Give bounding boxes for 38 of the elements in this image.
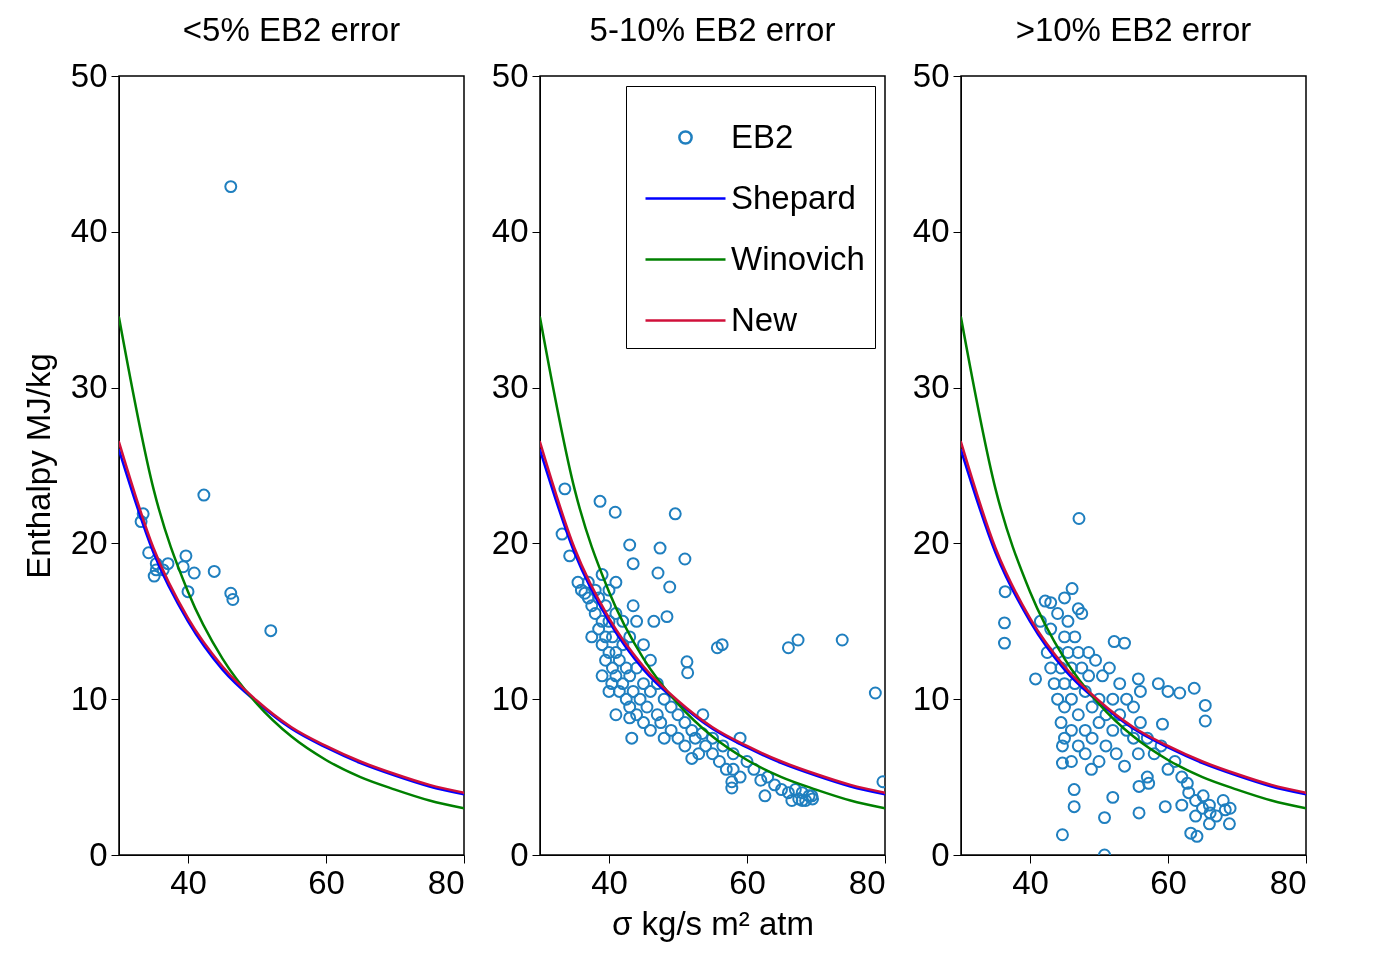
y-tick-label: 10 (491, 679, 529, 717)
x-tick-label: 80 (848, 863, 886, 901)
chart-title: >10% EB2 error (1015, 11, 1252, 48)
y-tick-label: 0 (89, 835, 108, 873)
line-series (961, 316, 1306, 810)
y-tick-label: 10 (912, 679, 950, 717)
x-tick-label: 60 (729, 863, 766, 901)
y-tick-label: 20 (912, 523, 950, 561)
y-tick-label: 50 (491, 56, 529, 94)
y-axis-title: Enthalpy MJ/kg (19, 353, 57, 579)
y-tick-label: 0 (510, 835, 529, 873)
legend-label: Winovich (731, 239, 865, 277)
x-tick-label: 80 (427, 863, 465, 901)
y-tick-label: 40 (70, 212, 108, 250)
chart-title: 5-10% EB2 error (589, 11, 836, 48)
x-tick-label: 60 (308, 863, 345, 901)
legend-label: New (731, 300, 798, 338)
x-tick-label: 80 (1269, 863, 1307, 901)
y-tick-label: 50 (70, 56, 108, 94)
y-tick-label: 20 (491, 523, 529, 561)
y-tick-label: 40 (912, 212, 950, 250)
y-tick-label: 30 (70, 368, 108, 406)
chart-title: <5% EB2 error (182, 11, 401, 48)
x-axis-title: σ kg/s m² atm (612, 904, 814, 942)
x-tick-label: 40 (591, 863, 628, 901)
y-tick-label: 40 (491, 212, 529, 250)
x-tick-label: 40 (1012, 863, 1049, 901)
y-tick-label: 0 (931, 835, 950, 873)
y-tick-label: 10 (70, 679, 108, 717)
y-tick-label: 20 (70, 523, 108, 561)
y-tick-label: 30 (912, 368, 950, 406)
line-series (119, 316, 464, 810)
legend-label: Shepard (731, 178, 856, 216)
x-tick-label: 40 (170, 863, 207, 901)
y-tick-label: 50 (912, 56, 950, 94)
legend-label: EB2 (731, 117, 794, 155)
y-tick-label: 30 (491, 368, 529, 406)
x-tick-label: 60 (1150, 863, 1187, 901)
